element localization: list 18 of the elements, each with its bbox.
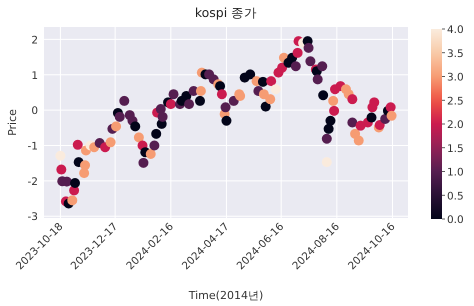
color-bar-label: 2.0 xyxy=(447,119,464,131)
y-tick-label: -1 xyxy=(28,140,38,152)
y-tick-label: -2 xyxy=(28,176,38,188)
y-tick-label: 1 xyxy=(31,70,38,82)
y-tick-label: 0 xyxy=(31,105,38,118)
color-bar-label: 1.5 xyxy=(447,142,464,155)
chart-title: kospi 종가 xyxy=(194,5,258,20)
y-axis-title: Price xyxy=(6,108,19,136)
y-tick-label: 2 xyxy=(31,34,38,46)
color-bar-label: 4.0 xyxy=(447,24,464,36)
color-bar-label: 0.0 xyxy=(447,214,464,226)
color-bar-label: 3.0 xyxy=(447,72,464,84)
color-bar-label: 2.5 xyxy=(447,95,464,108)
x-axis-title: Time(2014년) xyxy=(188,289,264,302)
color-bar-label: 3.5 xyxy=(447,48,464,60)
color-bar-label: 0.5 xyxy=(447,190,464,202)
color-bar-label: 1.0 xyxy=(447,166,464,178)
y-tick-label: -3 xyxy=(28,211,38,224)
